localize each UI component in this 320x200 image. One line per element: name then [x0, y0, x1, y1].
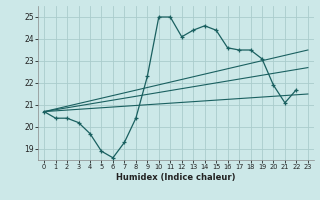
X-axis label: Humidex (Indice chaleur): Humidex (Indice chaleur): [116, 173, 236, 182]
